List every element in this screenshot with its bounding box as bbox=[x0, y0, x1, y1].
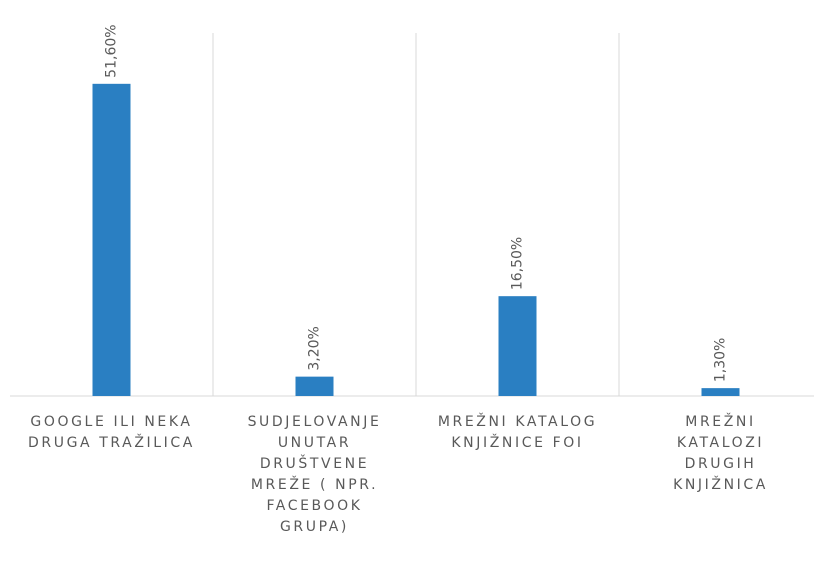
bar bbox=[92, 83, 131, 396]
x-tick-label: SUDJELOVANJE UNUTAR DRUŠTVENE MREŽE ( NP… bbox=[247, 414, 382, 535]
x-tick-label: GOOGLE ILI NEKA DRUGA TRAŽILICA bbox=[28, 414, 195, 451]
data-label: 1,30% bbox=[713, 338, 729, 382]
x-tick-label: MREŽNI KATALOZI DRUGIH KNJIŽNICA bbox=[673, 414, 768, 493]
data-label: 51,60% bbox=[104, 24, 120, 77]
bar bbox=[701, 388, 740, 396]
data-label: 3,20% bbox=[307, 326, 323, 370]
x-tick-label: MREŽNI KATALOG KNJIŽNICE FOI bbox=[437, 414, 598, 451]
bar bbox=[498, 296, 537, 396]
data-label: 16,50% bbox=[510, 237, 526, 290]
bar bbox=[295, 376, 334, 396]
